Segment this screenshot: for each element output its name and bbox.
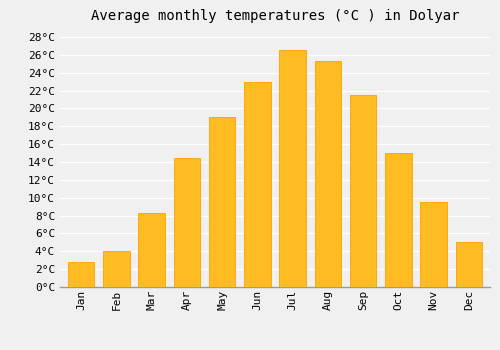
Title: Average monthly temperatures (°C ) in Dolyar: Average monthly temperatures (°C ) in Do… <box>91 9 459 23</box>
Bar <box>456 242 482 287</box>
Bar <box>68 262 94 287</box>
Bar <box>244 82 270 287</box>
Bar <box>420 202 447 287</box>
Bar <box>138 213 165 287</box>
Bar <box>350 95 376 287</box>
Bar <box>314 61 341 287</box>
Bar <box>103 251 130 287</box>
Bar <box>209 117 236 287</box>
Bar <box>174 158 200 287</box>
Bar <box>385 153 411 287</box>
Bar <box>280 50 306 287</box>
